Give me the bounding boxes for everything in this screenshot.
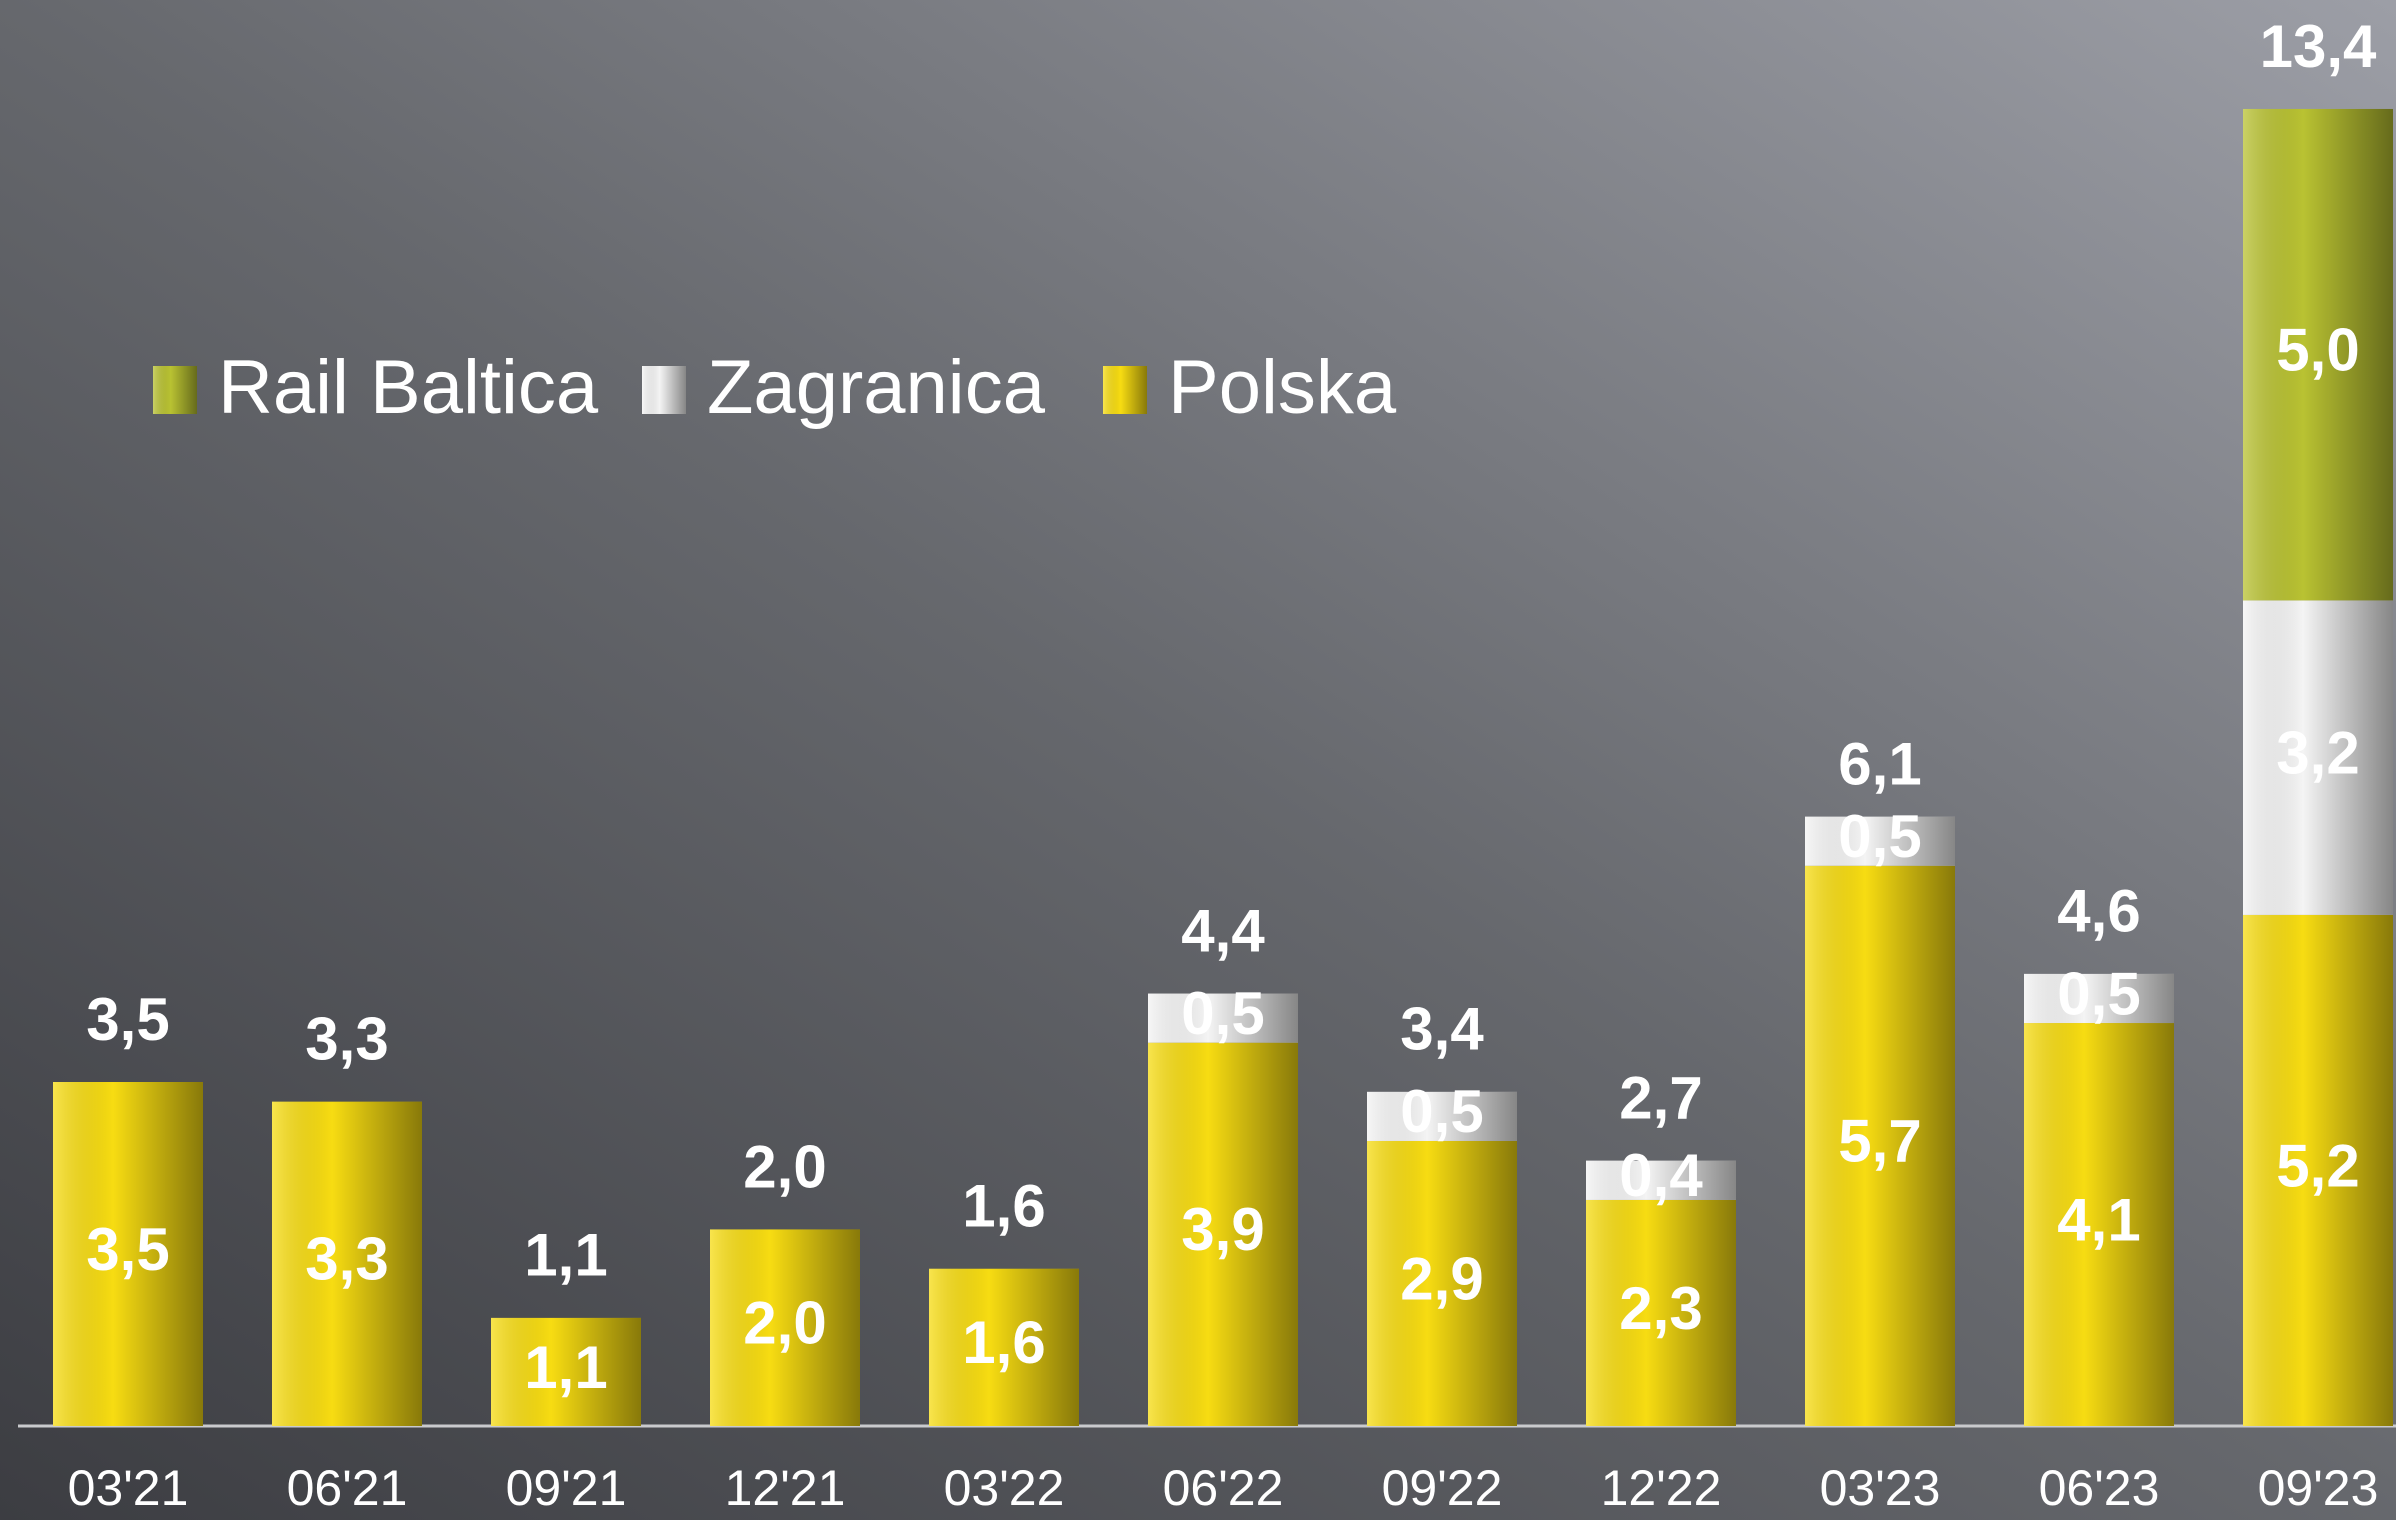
segment-label: 1,1 — [524, 1334, 607, 1401]
segment-label: 3,9 — [1181, 1196, 1264, 1263]
x-tick-label: 12'22 — [1601, 1460, 1722, 1516]
total-label: 4,6 — [2057, 878, 2140, 945]
segment-label: 0,5 — [1400, 1078, 1483, 1145]
segment-label: 2,9 — [1400, 1245, 1483, 1312]
segment-label: 5,7 — [1838, 1108, 1921, 1175]
bar-shade — [1586, 1199, 1736, 1426]
bar-shade — [2243, 914, 2393, 1426]
bar-shade — [2243, 600, 2393, 915]
total-label: 3,3 — [305, 1006, 388, 1073]
bar-shade — [1148, 993, 1298, 1043]
total-label: 1,1 — [524, 1222, 607, 1289]
x-tick-label: 12'21 — [725, 1460, 846, 1516]
bar-shade — [2024, 1023, 2174, 1426]
legend-swatch-shade — [1103, 366, 1147, 414]
bar-shade — [1586, 1160, 1736, 1200]
segment-label: 0,5 — [1181, 980, 1264, 1047]
segment-label: 3,5 — [86, 1216, 169, 1283]
legend-label: Polska — [1168, 345, 1397, 430]
segment-label: 3,2 — [2276, 720, 2359, 787]
x-tick-label: 06'23 — [2039, 1460, 2160, 1516]
bar-shade — [2024, 973, 2174, 1024]
segment-label: 5,0 — [2276, 317, 2359, 384]
bar-shade — [1367, 1091, 1517, 1141]
bar-shade — [1805, 865, 1955, 1426]
segment-label: 2,3 — [1619, 1275, 1702, 1342]
segment-label: 1,6 — [962, 1309, 1045, 1376]
total-label: 2,7 — [1619, 1064, 1702, 1131]
total-label: 3,4 — [1400, 996, 1484, 1063]
segment-label: 0,5 — [2057, 960, 2140, 1027]
segment-label: 5,2 — [2276, 1132, 2359, 1199]
x-tick-label: 06'22 — [1163, 1460, 1284, 1516]
segment-label: 0,5 — [1838, 803, 1921, 870]
x-tick-label: 06'21 — [287, 1460, 408, 1516]
legend-swatch-shade — [153, 366, 197, 414]
segment-label: 2,0 — [743, 1290, 826, 1357]
segment-label: 0,4 — [1619, 1142, 1703, 1209]
total-label: 13,4 — [2260, 13, 2377, 80]
x-tick-label: 03'22 — [944, 1460, 1065, 1516]
bar-shade — [1805, 816, 1955, 866]
segment-label: 4,1 — [2057, 1186, 2140, 1253]
x-tick-label: 09'23 — [2258, 1460, 2379, 1516]
total-label: 6,1 — [1838, 730, 1921, 797]
legend-swatch-shade — [642, 366, 686, 414]
bar-shade — [272, 1101, 422, 1426]
bar-shade — [53, 1082, 203, 1426]
segment-label: 3,3 — [305, 1226, 388, 1293]
bar-shade — [710, 1229, 860, 1426]
bar-shade — [1148, 1042, 1298, 1426]
bar-shade — [491, 1317, 641, 1426]
bar-shade — [929, 1268, 1079, 1426]
total-label: 4,4 — [1181, 897, 1265, 964]
total-label: 2,0 — [743, 1133, 826, 1200]
x-tick-label: 09'22 — [1382, 1460, 1503, 1516]
bar-shade — [2243, 108, 2393, 601]
x-tick-label: 03'21 — [68, 1460, 189, 1516]
legend-label: Rail Baltica — [218, 345, 599, 430]
bar-shade — [1367, 1140, 1517, 1426]
x-tick-label: 03'23 — [1820, 1460, 1941, 1516]
total-label: 3,5 — [86, 986, 169, 1053]
total-label: 1,6 — [962, 1173, 1045, 1240]
legend-label: Zagranica — [707, 345, 1046, 430]
x-tick-label: 09'21 — [506, 1460, 627, 1516]
